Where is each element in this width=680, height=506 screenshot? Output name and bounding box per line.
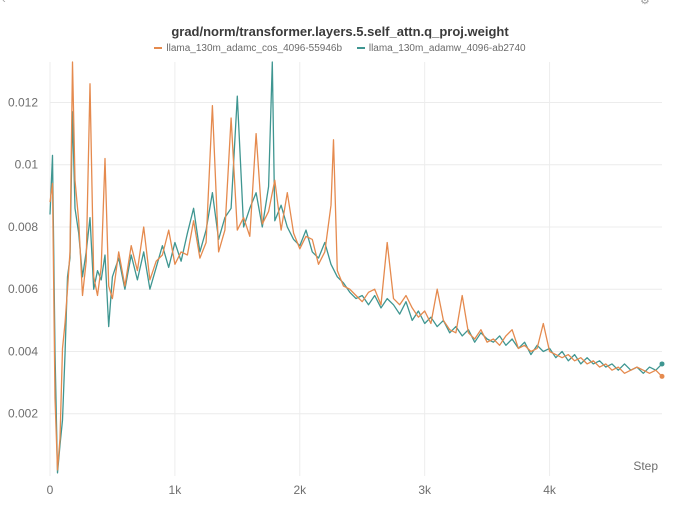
chart-title: grad/norm/transformer.layers.5.self_attn… (171, 24, 509, 39)
y-tick-label: 0.004 (8, 344, 38, 358)
y-tick-label: 0.01 (15, 158, 39, 172)
legend-swatch-series-a (154, 47, 163, 50)
series-end-point-b[interactable] (659, 361, 665, 367)
legend-label-series-a: llama_130m_adamc_cos_4096-55946b (166, 43, 343, 54)
series-end-point-a[interactable] (659, 373, 665, 379)
x-axis-label: Step (633, 459, 658, 473)
x-tick-label: 1k (169, 483, 183, 497)
y-tick-label: 0.002 (8, 407, 38, 421)
back-chevron-icon[interactable]: ‹ (2, 0, 6, 6)
series-line-b[interactable] (49, 61, 663, 474)
y-tick-label: 0.006 (8, 282, 38, 296)
x-tick-label: 4k (543, 483, 557, 497)
y-tick-label: 0.008 (8, 220, 38, 234)
chart-legend: llama_130m_adamc_cos_4096-55946b llama_1… (0, 43, 680, 54)
series-line-a[interactable] (49, 61, 663, 471)
legend-label-series-b: llama_130m_adamw_4096-ab2740 (368, 43, 526, 54)
legend-item-series-b[interactable]: llama_130m_adamw_4096-ab2740 (356, 43, 526, 54)
legend-swatch-series-b (356, 47, 365, 50)
y-tick-label: 0.012 (8, 95, 38, 109)
x-tick-label: 0 (47, 483, 54, 497)
settings-gear-icon[interactable]: ⚙ (640, 0, 650, 7)
x-tick-label: 3k (418, 483, 432, 497)
legend-item-series-a[interactable]: llama_130m_adamc_cos_4096-55946b (154, 43, 342, 54)
x-tick-label: 2k (293, 483, 307, 497)
